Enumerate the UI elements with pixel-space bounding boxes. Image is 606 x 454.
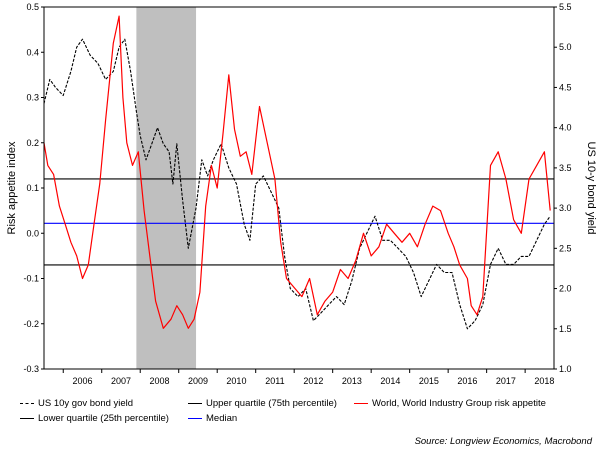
legend-label-bond-yield: US 10y gov bond yield [38,398,134,409]
legend-swatch-median [188,418,202,419]
legend-item-median: Median [188,413,237,424]
y-left-axis-title: Risk appetite index [6,141,18,234]
y-right-tick-label: 3.5 [559,163,572,173]
x-tick-label: 2011 [265,376,284,386]
y-right-tick-label: 3.0 [559,203,572,213]
y-right-tick-label: 4.5 [559,82,572,92]
y-left-tick-label: -0.2 [23,319,39,329]
y-left-tick-label: 0.2 [26,138,39,148]
legend-label-lower-quartile: Lower quartile (25th percentile) [38,413,169,424]
legend-swatch-lower-quartile [20,418,34,419]
y-right-tick-label: 2.5 [559,243,572,253]
y-left-tick-label: 0.1 [26,183,39,193]
x-tick-label: 2014 [380,376,400,386]
legend-item-bond-yield: US 10y gov bond yield [20,398,133,409]
y-right-tick-label: 4.0 [559,123,572,133]
legend-item-lower-quartile: Lower quartile (25th percentile) [20,413,169,424]
y-right-tick-label: 1.0 [559,364,572,374]
y-right-tick-label: 1.5 [559,324,572,334]
y-right-tick-label: 5.0 [559,42,572,52]
x-tick-label: 2012 [303,376,323,386]
x-tick-label: 2010 [226,376,246,386]
y-left-tick-label: 0.4 [26,47,39,57]
legend-label-risk-appetite: World, World Industry Group risk appetit… [372,398,546,409]
source-note: Source: Longview Economics, Macrobond [414,436,592,447]
legend-item-upper-quartile: Upper quartile (75th percentile) [188,398,337,409]
x-tick-label: 2016 [457,376,477,386]
x-tick-label: 2006 [72,376,92,386]
x-tick-label: 2007 [111,376,131,386]
y-left-tick-label: -0.1 [23,274,39,284]
y-right-tick-label: 5.5 [559,2,572,12]
legend-label-upper-quartile: Upper quartile (75th percentile) [206,398,337,409]
legend-swatch-upper-quartile [188,403,202,404]
legend-label-median: Median [206,413,238,424]
y-left-tick-label: 0.0 [26,228,39,238]
x-tick-label: 2013 [342,376,362,386]
y-right-axis-title: US 10-y bond yield [585,142,597,235]
y-left-tick-label: 0.5 [26,2,39,12]
y-right-tick-label: 2.0 [559,284,572,294]
legend-swatch-risk-appetite [354,403,368,404]
x-tick-label: 2008 [149,376,169,386]
legend-swatch-bond-yield [20,403,34,404]
y-left-tick-label: -0.3 [23,364,39,374]
x-tick-label: 2017 [496,376,516,386]
legend-item-risk-appetite: World, World Industry Group risk appetit… [354,398,546,409]
series-line-bond-yield [43,38,551,330]
series-line-risk-appetite [43,15,551,329]
x-tick-label: 2018 [534,376,554,386]
x-tick-label: 2009 [188,376,208,386]
y-left-tick-label: 0.3 [26,93,39,103]
x-tick-label: 2015 [419,376,439,386]
recession-shading [136,7,197,369]
